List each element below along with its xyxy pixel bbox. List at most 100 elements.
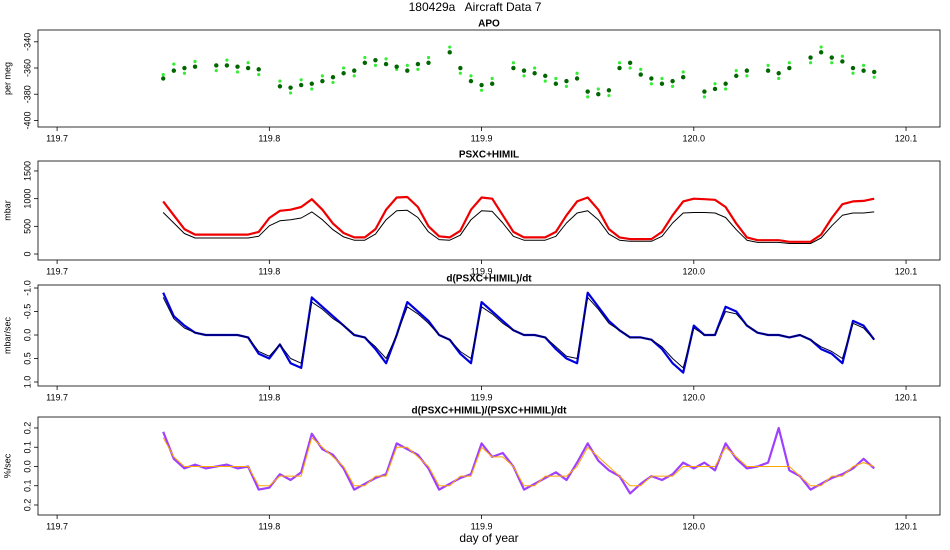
data-line xyxy=(162,426,875,495)
x-tick-label: 120.1 xyxy=(895,521,918,531)
data-point xyxy=(840,59,845,64)
data-point xyxy=(830,61,834,65)
y-axis-label: %/sec xyxy=(2,453,12,478)
plot-frame xyxy=(37,29,941,128)
data-point xyxy=(680,74,686,80)
data-point xyxy=(469,74,473,78)
data-point xyxy=(489,81,495,86)
y-tick-label: -360 xyxy=(22,59,32,77)
data-point xyxy=(161,72,165,77)
data-point xyxy=(713,82,717,86)
data-point xyxy=(171,68,177,73)
y-tick-label: 0.2 xyxy=(22,422,32,435)
data-point xyxy=(320,78,325,84)
data-point xyxy=(617,65,622,71)
y-tick-label: 500 xyxy=(22,219,32,234)
data-point xyxy=(649,82,653,86)
data-point xyxy=(712,86,718,92)
data-point xyxy=(341,71,346,76)
data-point xyxy=(416,67,420,71)
data-point xyxy=(702,95,707,99)
x-tick-label: 119.9 xyxy=(471,266,493,276)
data-point xyxy=(649,76,654,81)
data-point xyxy=(765,68,771,73)
data-point xyxy=(235,70,240,74)
data-line xyxy=(162,296,875,369)
data-point xyxy=(458,71,462,75)
data-point xyxy=(511,65,516,71)
x-axis-label: day of year xyxy=(459,531,518,545)
panel-title: APO xyxy=(478,19,500,30)
data-point xyxy=(278,79,282,83)
x-tick-label: 119.8 xyxy=(258,392,280,402)
x-tick-label: 119.9 xyxy=(471,521,493,531)
x-tick-label: 120.0 xyxy=(683,133,706,143)
data-line xyxy=(162,437,875,487)
y-tick-label: -400 xyxy=(22,111,32,129)
data-point xyxy=(458,65,463,71)
y-tick-label: 0.0 xyxy=(22,329,32,342)
data-point xyxy=(734,69,738,73)
data-point xyxy=(586,95,590,99)
data-point xyxy=(585,89,590,94)
data-point xyxy=(331,80,335,85)
data-point xyxy=(702,89,707,94)
data-point xyxy=(246,61,250,65)
x-tick-label: 119.9 xyxy=(471,133,493,143)
plot-frame xyxy=(37,160,941,261)
data-point xyxy=(256,67,261,72)
data-point xyxy=(543,73,548,79)
data-point xyxy=(659,81,665,86)
data-point xyxy=(744,68,750,73)
data-point xyxy=(787,61,791,65)
data-point xyxy=(723,81,728,86)
data-point xyxy=(777,76,781,81)
data-point xyxy=(225,58,229,62)
data-point xyxy=(172,62,176,66)
x-tick-label: 119.7 xyxy=(46,392,68,402)
data-point xyxy=(288,91,293,95)
data-point xyxy=(405,68,410,73)
x-tick-label: 120.1 xyxy=(895,392,918,402)
data-point xyxy=(224,63,230,68)
data-point xyxy=(819,45,823,49)
x-tick-label: 120.0 xyxy=(683,521,706,531)
data-point xyxy=(161,76,166,81)
data-point xyxy=(564,84,569,88)
data-point xyxy=(479,82,484,88)
y-tick-label: 1000 xyxy=(22,189,32,209)
data-point xyxy=(681,70,685,74)
page-title: 180429a Aircraft Data 7 xyxy=(409,0,542,14)
data-point xyxy=(628,66,632,70)
y-tick-label: 1500 xyxy=(22,161,32,181)
y-tick-label: -380 xyxy=(22,85,32,103)
data-point xyxy=(724,87,728,91)
data-point xyxy=(257,72,261,77)
panel-title: PSXC+HIMIL xyxy=(459,150,519,161)
data-point xyxy=(554,76,558,81)
data-point xyxy=(745,74,749,78)
x-tick-label: 119.8 xyxy=(258,133,280,143)
x-tick-label: 119.8 xyxy=(258,266,280,276)
data-point xyxy=(861,68,866,73)
data-point xyxy=(182,65,187,71)
data-point xyxy=(299,78,303,82)
data-point xyxy=(553,81,559,86)
data-point xyxy=(596,87,600,91)
data-point xyxy=(352,68,357,73)
y-tick-label: 0.1 xyxy=(22,479,32,492)
y-axis-label: mbar/sec xyxy=(2,316,12,354)
data-point xyxy=(383,61,389,67)
data-point xyxy=(766,63,770,67)
y-tick-label: -1.0 xyxy=(22,280,32,296)
x-tick-label: 119.8 xyxy=(258,521,280,531)
data-point xyxy=(808,61,813,65)
data-point xyxy=(850,65,856,71)
data-point xyxy=(309,81,314,86)
data-point xyxy=(277,84,283,89)
data-point xyxy=(479,88,484,92)
data-point xyxy=(384,57,388,61)
data-point xyxy=(373,57,378,63)
data-point xyxy=(468,78,474,84)
